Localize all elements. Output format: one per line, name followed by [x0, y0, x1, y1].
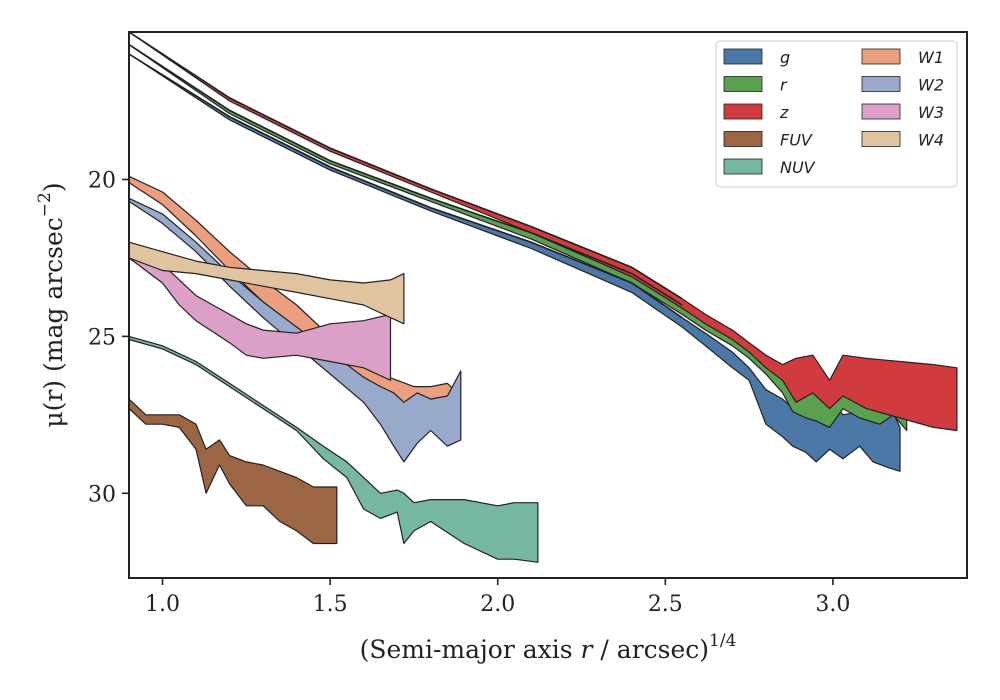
y-axis-title-main: μ(r) (mag arcsec	[39, 217, 68, 427]
band-w1	[128, 175, 459, 435]
legend-label-w2: W2	[918, 76, 944, 95]
legend-label-nuv: NUV	[780, 158, 816, 177]
legend-label-w1: W1	[918, 48, 944, 67]
band-nuv	[128, 335, 539, 563]
x-axis-title-italic: r	[581, 635, 595, 664]
legend-swatch-nuv	[723, 158, 763, 175]
x-tick-label: 1.5	[313, 592, 348, 617]
legend-swatch-g	[723, 48, 763, 65]
band-w4	[128, 241, 405, 325]
legend-swatch-fuv	[723, 131, 763, 147]
legend: grz FUV NUV W1 W2 W3 W4	[715, 40, 958, 188]
legend-swatch-z	[723, 103, 763, 120]
legend-swatch-w1	[861, 48, 901, 65]
band-g	[128, 53, 901, 472]
band-fuv	[128, 398, 338, 545]
x-axis-title-sup: 1/4	[709, 631, 736, 651]
profile-line-g	[128, 53, 683, 319]
x-axis-title: (Semi-major axis r / arcsec)1/4	[360, 631, 737, 664]
legend-swatch-r	[723, 76, 763, 92]
legend-swatch-w2	[861, 76, 901, 92]
x-tick-label: 3.0	[815, 592, 850, 617]
y-axis-title-sup: −2	[35, 192, 55, 217]
legend-label-r: r	[780, 76, 788, 95]
y-tick-label: 25	[88, 325, 116, 350]
x-tick-label: 2.0	[480, 592, 515, 617]
y-axis-title-end: )	[39, 182, 68, 192]
legend-label-g: g	[780, 48, 790, 67]
x-axis-title-rest: / arcsec)	[592, 635, 709, 664]
band-w3	[128, 251, 392, 381]
x-axis-title-main: (Semi-major axis	[360, 635, 581, 664]
legend-label-fuv: FUV	[780, 131, 813, 150]
band-z	[128, 31, 958, 432]
profile-line-z	[128, 31, 683, 300]
legend-swatch-w4	[861, 131, 901, 147]
profile-line-r	[128, 43, 683, 306]
axis-ticks: 1.0 1.5 2.0 2.5 3.0 20 25 30	[88, 168, 850, 617]
legend-label-z: z	[779, 103, 789, 122]
y-tick-label: 20	[88, 168, 116, 193]
y-axis-title: μ(r) (mag arcsec−2)	[35, 182, 68, 427]
x-tick-label: 1.0	[145, 592, 180, 617]
legend-label-w3: W3	[918, 103, 944, 122]
plot-area	[128, 31, 958, 563]
legend-swatch-w3	[861, 103, 901, 120]
plot-frame	[128, 31, 968, 579]
y-tick-label: 30	[88, 482, 116, 507]
legend-label-w4: W4	[918, 131, 944, 150]
x-tick-label: 2.5	[648, 592, 683, 617]
